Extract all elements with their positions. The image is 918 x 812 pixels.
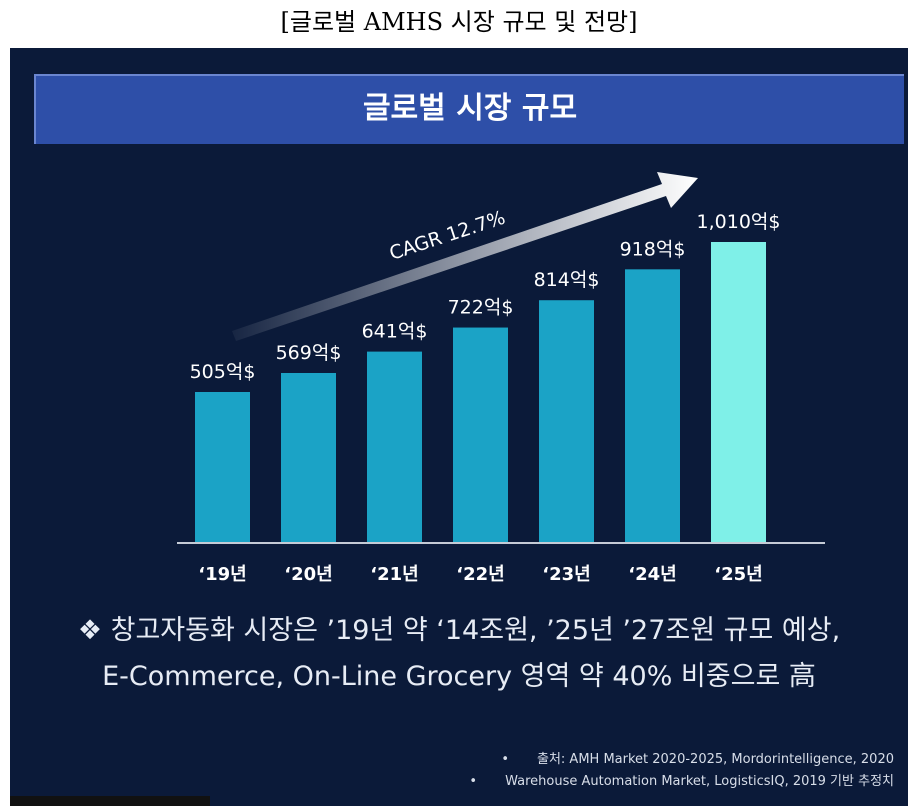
category-label-6: ‘25년 [714,564,762,585]
document-title: [글로벌 AMHS 시장 규모 및 전망] [280,8,638,36]
note-line-1: ❖ 창고자동화 시장은 ’19년 약 ‘14조원, ’25년 ’27조원 규모 … [77,615,841,646]
category-label-4: ‘23년 [542,564,590,585]
source-text-2: Warehouse Automation Market, LogisticsIQ… [505,774,894,789]
bar-5 [625,269,680,542]
bar-2 [367,351,422,542]
source-bullet: • [469,774,478,789]
slide-header-title: 글로벌 시장 규모 [362,91,578,126]
slide-header: 글로벌 시장 규모 [34,74,904,144]
bar-1 [281,372,336,542]
category-label-2: ‘21년 [370,564,418,585]
bar-3 [453,327,508,542]
bar-6 [711,242,766,542]
category-label-3: ‘22년 [456,564,504,585]
slide-bottom-shadow [10,796,210,806]
data-label-1: 569억$ [276,342,342,364]
source-text-1: 출처: AMH Market 2020-2025, Mordorintellig… [537,752,894,767]
data-label-2: 641억$ [362,321,428,343]
source-line-2: • Warehouse Automation Market, LogisticsI… [469,770,894,789]
source-line-1: • 출처: AMH Market 2020-2025, Mordorintelli… [501,748,894,767]
trend-arrow [232,172,698,341]
category-label-1: ‘20년 [284,564,332,585]
cagr-annotation: CAGR 12.7% [387,207,508,265]
data-label-3: 722억$ [448,297,514,319]
slide-panel: 글로벌 시장 규모 CAGR 12.7% 505억$ ‘19년 569억$ ‘20년 64… [10,48,908,806]
bar-chart: CAGR 12.7% 505억$ ‘19년 569억$ ‘20년 641억$ ‘21년 722… [177,172,825,585]
category-label-0: ‘19년 [198,564,246,585]
source-bullet: • [501,752,509,767]
category-label-5: ‘24년 [628,564,676,585]
note-line-2: E-Commerce, On-Line Grocery 영역 약 40% 비중으… [102,661,816,692]
bar-4 [539,300,594,542]
data-label-6: 1,010억$ [697,211,781,233]
data-label-5: 918억$ [620,238,686,260]
data-label-4: 814억$ [534,269,600,291]
bar-0 [195,392,250,542]
data-label-0: 505억$ [190,361,256,383]
